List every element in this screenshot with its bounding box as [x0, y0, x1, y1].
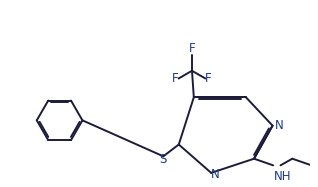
- Text: S: S: [159, 153, 167, 166]
- Text: N: N: [211, 168, 220, 181]
- Text: NH: NH: [274, 170, 291, 183]
- Text: F: F: [189, 42, 195, 55]
- Text: F: F: [172, 72, 179, 85]
- Text: N: N: [275, 119, 284, 132]
- Text: F: F: [205, 72, 212, 85]
